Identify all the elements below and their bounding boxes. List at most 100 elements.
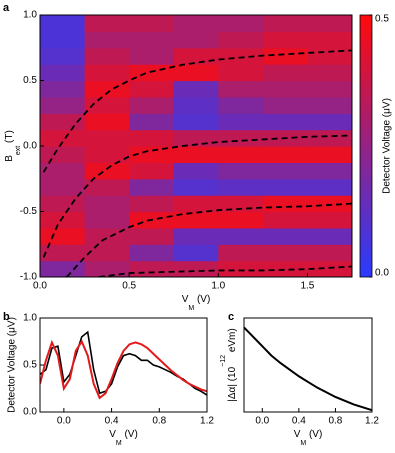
y-axis-label-part: |Δα| (10 (227, 366, 238, 401)
plot-frame (243, 317, 373, 413)
series-line (40, 339, 207, 400)
heatmap-cell (84, 211, 130, 229)
plot-frame (39, 317, 208, 413)
heatmap-cell (84, 129, 130, 147)
x-axis-label-part: V (109, 429, 116, 440)
heatmap-cell (40, 146, 86, 163)
heatmap-cell (129, 80, 175, 98)
heatmap-cell (307, 227, 352, 245)
y-axis-label-part: (T) (4, 130, 15, 146)
colorbar (359, 14, 373, 278)
heatmap-cell (262, 146, 309, 163)
heatmap-cell (307, 146, 352, 163)
heatmap-cell (84, 162, 130, 180)
heatmap-cell (129, 15, 175, 32)
heatmap-cell (218, 31, 264, 49)
heatmap-cell (173, 211, 219, 229)
y-axis-label-part: B (4, 155, 15, 162)
heatmap-cell (307, 113, 352, 131)
x-tick-label: 0.0 (57, 416, 71, 427)
heatmap-cell (262, 195, 309, 213)
colorbar-label: Detector Voltage (μV) (382, 98, 393, 194)
heatmap-cell (218, 178, 264, 196)
y-tick-label: -0.5 (20, 206, 38, 217)
heatmap-cell (40, 15, 86, 32)
heatmap-cell (218, 260, 264, 277)
heatmap-cell (218, 96, 264, 114)
heatmap-cell (84, 15, 130, 32)
heatmap-cell (218, 211, 264, 229)
x-axis-label: VM (V) (294, 429, 323, 447)
heatmap-cell (129, 260, 175, 277)
heatmap-cell (173, 31, 219, 49)
heatmap-cell (173, 244, 219, 262)
x-axis-label-part: V (182, 294, 189, 305)
heatmap-cell (218, 195, 264, 213)
heatmap-cell (40, 211, 86, 229)
heatmap-cell (262, 15, 309, 32)
heatmap-cell (307, 211, 352, 229)
heatmap-cell (262, 244, 309, 262)
heatmap-cell (129, 227, 175, 245)
y-axis-label: Bext (T) (4, 130, 22, 162)
x-tick-label: 0.0 (33, 281, 47, 292)
x-tick-label: 0.4 (105, 416, 119, 427)
heatmap-cell (307, 15, 352, 32)
heatmap-cell (173, 15, 219, 32)
heatmap-cell (40, 260, 86, 277)
heatmap-cell (84, 96, 130, 114)
heatmap-cell (173, 227, 219, 245)
heatmap-cell (307, 80, 352, 98)
x-tick-label: 0.8 (328, 416, 342, 427)
x-tick-label: 1.5 (300, 281, 314, 292)
heatmap-cell (262, 162, 309, 180)
x-tick-label: 1.2 (365, 416, 379, 427)
heatmap-cell (40, 96, 86, 114)
x-axis-label-part: V (294, 429, 301, 440)
x-axis-label-part: M (188, 305, 194, 312)
heatmap-cell (218, 244, 264, 262)
heatmap-cell (173, 162, 219, 180)
x-axis-label: VM (V) (182, 294, 211, 312)
y-tick-label: 0.0 (23, 141, 37, 152)
heatmap-cell (262, 96, 309, 114)
x-axis-label-part: (V) (194, 294, 210, 305)
heatmap-cell (129, 31, 175, 49)
y-axis-label: |Δα| (10−12 eVm) (220, 328, 238, 401)
heatmap-cell (307, 129, 352, 147)
y-tick-label: 1.0 (23, 313, 37, 324)
heatmap-cell (84, 146, 130, 163)
heatmap-cell (173, 113, 219, 131)
heatmap-cell (218, 47, 264, 65)
heatmap-cell (40, 162, 86, 180)
heatmap-cell (262, 178, 309, 196)
y-axis-label-part: −12 (220, 355, 227, 367)
x-tick-label: 0.4 (292, 416, 306, 427)
heatmap-cell (84, 47, 130, 65)
panel-label: a (3, 2, 10, 14)
heatmap-cell (173, 260, 219, 277)
heatmap-cell (40, 47, 86, 65)
heatmap-cell (129, 96, 175, 114)
x-tick-label: 0.5 (122, 281, 136, 292)
heatmap-cell (218, 162, 264, 180)
heatmap-cell (307, 96, 352, 114)
heatmap-cell (218, 227, 264, 245)
y-axis-label: Detector Voltage (μV) (7, 317, 18, 413)
heatmap-cell (129, 129, 175, 147)
heatmap-cell (129, 47, 175, 65)
x-axis-label-part: (V) (306, 429, 322, 440)
heatmap-cell (307, 31, 352, 49)
heatmap-cell (40, 178, 86, 196)
x-axis-label-part: M (300, 440, 306, 447)
heatmap-cell (40, 227, 86, 245)
heatmap-cell (84, 260, 130, 277)
heatmap-cell (262, 260, 309, 277)
panel-label: b (3, 311, 10, 323)
heatmap-cell (262, 227, 309, 245)
heatmap-cell (84, 195, 130, 213)
heatmap-cell (40, 129, 86, 147)
y-tick-label: 0.5 (23, 75, 37, 86)
heatmap-cell (173, 47, 219, 65)
